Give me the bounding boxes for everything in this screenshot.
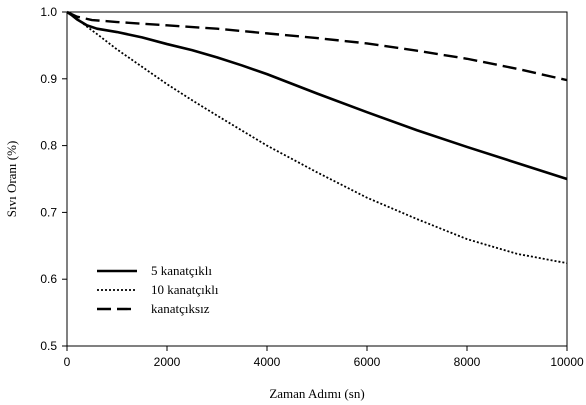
series-line-2 (66, 11, 568, 265)
y-axis-title: Sıvı Oranı (%) (4, 141, 19, 218)
y-tick-label: 0.7 (40, 205, 57, 219)
series-line-3 (66, 10, 568, 82)
x-tick-label: 2000 (154, 355, 181, 369)
x-tick-label: 6000 (354, 355, 381, 369)
x-axis-ticks: 0 2000 4000 6000 8000 10000 (64, 346, 584, 369)
y-tick-label: 0.9 (40, 72, 57, 86)
x-tick-label: 8000 (454, 355, 481, 369)
legend: 5 kanatçıklı 10 kanatçıklı kanatçıksız (97, 263, 219, 316)
plot-area-border (66, 11, 568, 347)
legend-label: kanatçıksız (151, 301, 210, 316)
y-tick-label: 1.0 (40, 5, 57, 19)
legend-label: 5 kanatçıklı (151, 263, 212, 278)
x-tick-label: 0 (64, 355, 71, 369)
y-tick-label: 0.6 (40, 272, 57, 286)
series-line-1 (66, 10, 568, 181)
y-axis-ticks: 0.5 0.6 0.7 0.8 0.9 1.0 (40, 5, 67, 353)
y-tick-label: 0.5 (40, 339, 57, 353)
plot-frame (66, 11, 568, 347)
y-tick-label: 0.8 (40, 139, 57, 153)
x-tick-label: 10000 (550, 355, 584, 369)
x-tick-label: 4000 (254, 355, 281, 369)
x-axis-title: Zaman Adımı (sn) (269, 386, 364, 401)
series-layer (66, 10, 568, 265)
legend-label: 10 kanatçıklı (151, 282, 219, 297)
